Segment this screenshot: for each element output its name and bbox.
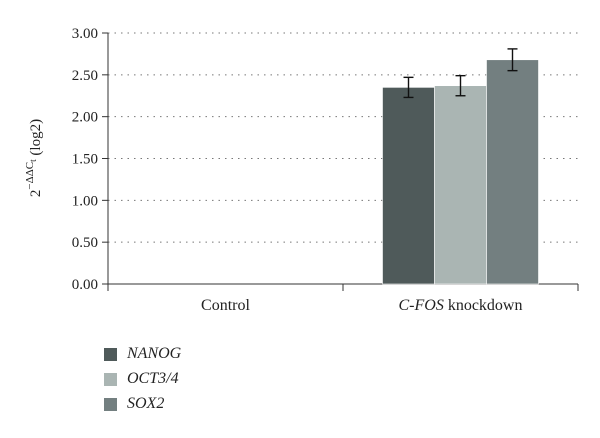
legend-label: OCT3/4: [127, 370, 179, 387]
legend-item: SOX2: [104, 392, 181, 416]
y-tick-labels: 0.00 0.50 1.00 1.50 2.00 2.50 3.00: [72, 26, 98, 293]
x-category-label: Control: [201, 297, 250, 314]
bar-oct3-4-1: [434, 85, 487, 285]
y-tick-label: 1.00: [72, 193, 98, 209]
grid-lines: [102, 32, 578, 285]
y-tick-label: 1.50: [72, 152, 98, 168]
y-tick-label: 0.50: [72, 235, 98, 251]
legend-item: NANOG: [104, 342, 181, 366]
bar-nanog-1: [382, 87, 435, 285]
legend-label: SOX2: [127, 395, 165, 412]
bar-sox2-1: [486, 59, 539, 285]
y-tick-label: 0.00: [72, 277, 98, 293]
legend-label: NANOG: [127, 345, 182, 362]
legend-swatch: [104, 347, 117, 361]
x-category-labels: Control C-FOS knockdown: [201, 297, 522, 314]
x-category-label: C-FOS knockdown: [399, 297, 523, 314]
y-axis-label: 2−ΔΔCt (log2): [24, 119, 44, 197]
y-tick-label: 2.50: [72, 68, 98, 84]
bars: [382, 48, 539, 285]
legend-swatch: [104, 372, 117, 386]
y-tick-label: 2.00: [72, 110, 98, 126]
legend-item: OCT3/4: [104, 367, 181, 391]
legend-swatch: [104, 397, 117, 411]
legend: NANOG OCT3/4 SOX2: [104, 342, 181, 417]
y-tick-label: 3.00: [72, 26, 98, 42]
